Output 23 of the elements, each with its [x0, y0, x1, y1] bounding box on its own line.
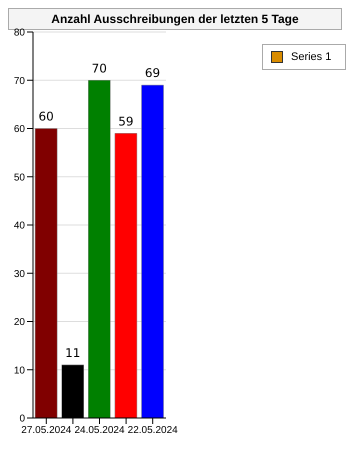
y-tick-label: 70 — [14, 76, 26, 87]
y-tick-label: 10 — [14, 365, 26, 376]
bar — [88, 80, 111, 418]
chart-title: Anzahl Ausschreibungen der letzten 5 Tage — [51, 12, 299, 26]
data-label: 59 — [118, 114, 134, 128]
data-label: 70 — [92, 61, 107, 76]
bar — [141, 84, 164, 418]
x-tick-label: 22.05.2024 — [128, 425, 178, 436]
x-tick-label: 24.05.2024 — [74, 425, 125, 436]
data-label: 69 — [144, 66, 160, 80]
y-tick-label: 30 — [14, 268, 26, 280]
bar — [34, 128, 58, 418]
bar — [114, 133, 138, 418]
data-label: 11 — [65, 346, 80, 360]
y-tick-label: 40 — [14, 220, 26, 232]
y-tick-label: 80 — [14, 28, 26, 39]
y-tick-label: 50 — [14, 172, 26, 184]
y-tick-label: 20 — [14, 317, 26, 328]
y-tick-label: 60 — [14, 124, 26, 136]
text: Series 1 — [291, 51, 332, 63]
data-label: 60 — [38, 110, 54, 124]
y-tick-label: 0 — [19, 414, 26, 425]
x-tick-label: 27.05.2024 — [21, 425, 72, 436]
